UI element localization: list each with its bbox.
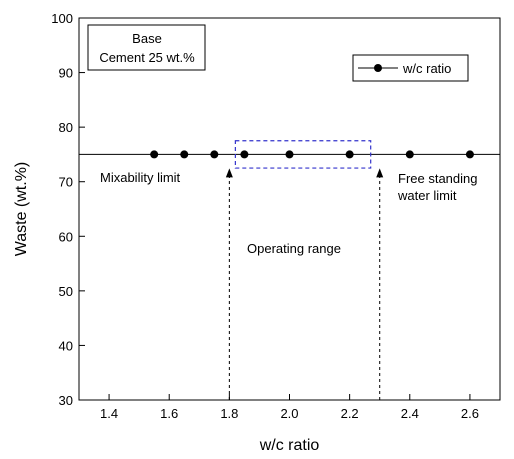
y-tick-label: 60 (59, 229, 73, 244)
y-tick-label: 80 (59, 120, 73, 135)
x-tick-label: 1.8 (220, 406, 238, 421)
series-layer (150, 150, 474, 159)
x-tick-label: 1.6 (160, 406, 178, 421)
y-axis-title: Waste (wt.%) (13, 162, 30, 257)
y-tick-label: 100 (51, 11, 73, 26)
data-point (210, 150, 219, 159)
operating-range-label: Operating range (247, 241, 341, 256)
data-point (405, 150, 414, 159)
info-box-line1: Base (132, 31, 162, 46)
data-point (285, 150, 294, 159)
x-tick-label: 2.0 (280, 406, 298, 421)
operating-range-box (234, 140, 372, 169)
ticks-layer: 1.4 1.6 1.8 2.0 2.2 2.4 2.6 30 40 50 60 70 80 90 100 (51, 11, 479, 421)
y-tick-label: 70 (59, 175, 73, 190)
y-tick-label: 90 (59, 66, 73, 81)
info-box (87, 24, 206, 71)
data-point (465, 150, 474, 159)
info-box-line2: Cement 25 wt.% (99, 50, 195, 65)
x-tick-label: 2.4 (401, 406, 419, 421)
x-tick-label: 1.4 (100, 406, 118, 421)
y-tick-label: 40 (59, 338, 73, 353)
x-tick-label: 2.6 (461, 406, 479, 421)
mixability-limit-label: Mixability limit (100, 170, 181, 185)
data-point (345, 150, 354, 159)
data-point (240, 150, 249, 159)
free-standing-label-line2: water limit (397, 188, 457, 203)
x-axis-title: w/c ratio (259, 437, 320, 454)
annotation-lines (225, 168, 384, 400)
legend-label: w/c ratio (402, 61, 451, 76)
y-tick-label: 50 (59, 284, 73, 299)
mixability-limit-arrowhead (225, 168, 233, 178)
y-tick-label: 30 (59, 393, 73, 408)
free-standing-label-line1: Free standing (398, 171, 478, 186)
free-standing-limit-arrowhead (376, 168, 384, 178)
data-point (180, 150, 189, 159)
x-tick-label: 2.2 (341, 406, 359, 421)
data-point (150, 150, 159, 159)
legend-marker (374, 64, 382, 72)
